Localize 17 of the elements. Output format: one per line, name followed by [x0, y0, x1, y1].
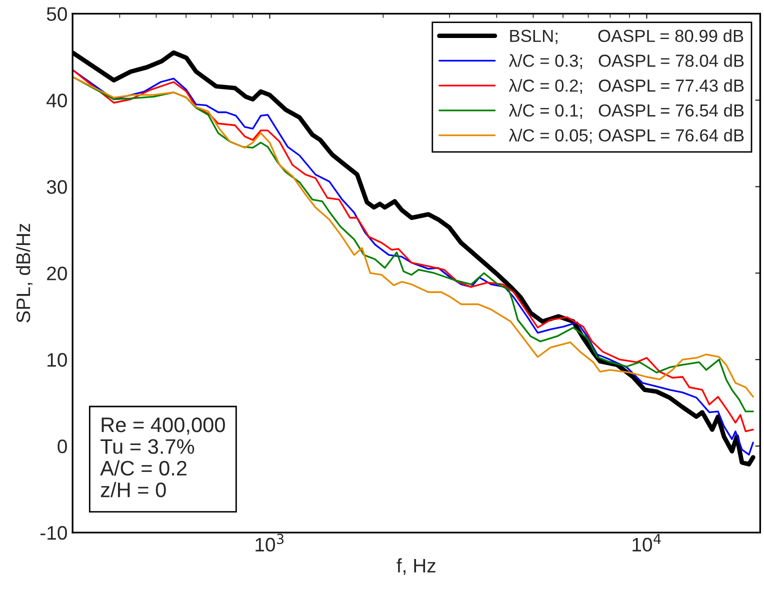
- legend-label: λ/C = 0.1; OASPL = 76.54 dB: [508, 104, 744, 119]
- legend-label: λ/C = 0.05; OASPL = 76.64 dB: [508, 128, 744, 144]
- x-axis-title: f, Hz: [396, 558, 436, 575]
- legend-label: BSLN; OASPL = 80.99 dB: [510, 29, 744, 44]
- x-tick-label: 10$^{3}$: [256, 534, 284, 552]
- y-axis-title: SPL, dB/Hz: [16, 224, 33, 322]
- annotation: Re = 400,000 Tu = 3.7% A/C = 0.2 z/H = 0: [100, 417, 225, 498]
- x-tick-label: 10$^{4}$: [632, 534, 661, 552]
- y-tick-label: 50: [46, 7, 67, 21]
- y-tick-label: 20: [47, 266, 67, 280]
- y-tick-label: 30: [46, 180, 67, 194]
- y-tick-label: 40: [46, 94, 67, 108]
- y-tick-label: 0: [58, 440, 67, 454]
- legend-label: λ/C = 0.3; OASPL = 78.04 dB: [508, 54, 744, 69]
- y-tick-label: 10: [48, 353, 67, 367]
- legend-label: λ/C = 0.2; OASPL = 77.43 dB: [508, 79, 744, 94]
- y-tick-label: -10: [40, 526, 67, 540]
